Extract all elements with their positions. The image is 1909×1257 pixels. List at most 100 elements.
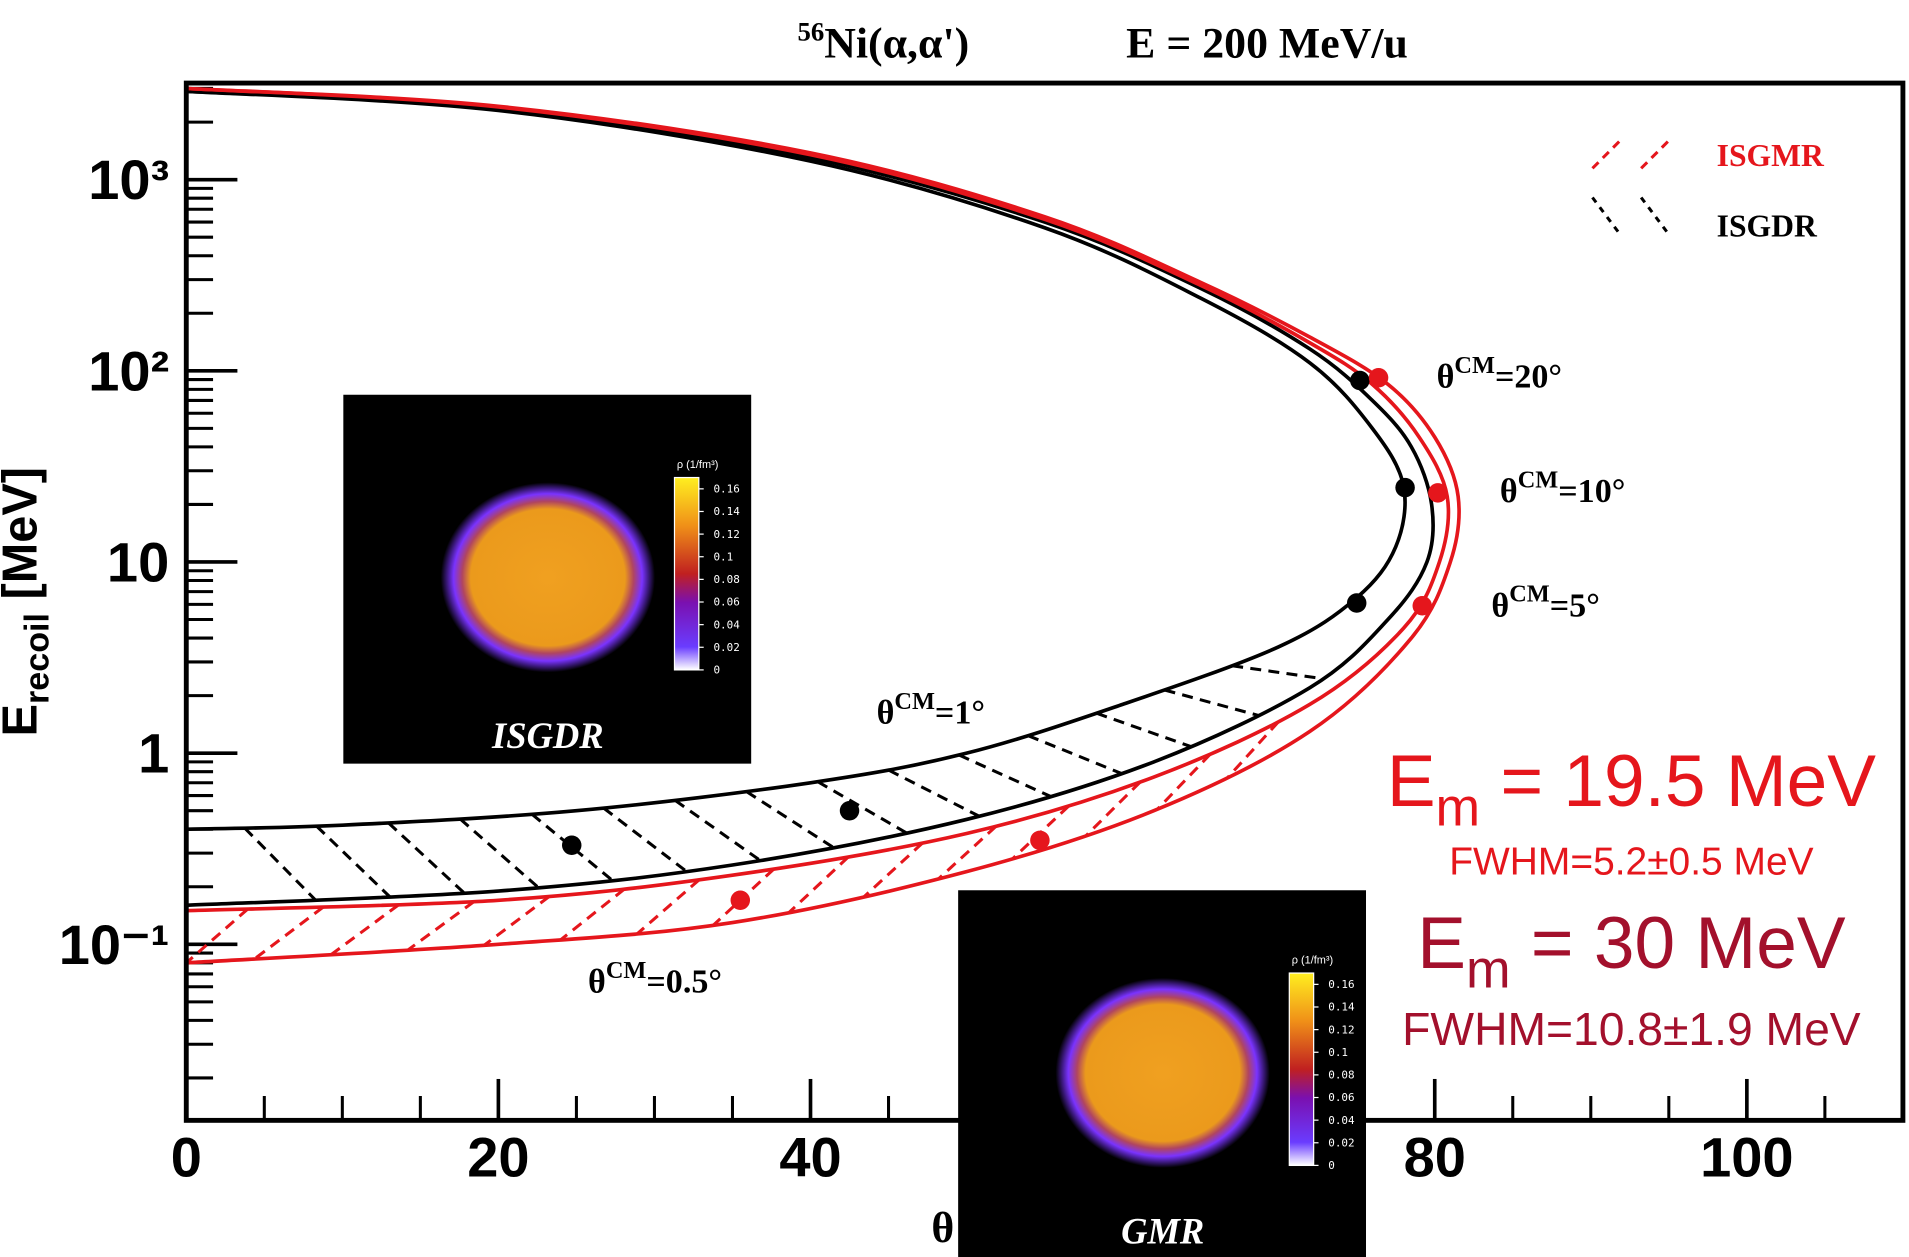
data-point — [1369, 368, 1388, 387]
y-axis-label: Erecoil [MeV] — [0, 467, 57, 736]
inset: ρ (1/fm³)00.020.040.060.080.10.120.140.1… — [958, 890, 1366, 1257]
hatch — [560, 889, 624, 940]
hatch — [818, 782, 907, 833]
y-tick-label: 10³ — [88, 148, 169, 211]
density-blob — [1056, 978, 1270, 1168]
colorbar-tick-label: 0.04 — [713, 618, 740, 631]
x-tick-label: 100 — [1700, 1125, 1793, 1188]
annotation-text: =0.5° — [646, 964, 722, 1001]
data-point — [731, 891, 750, 910]
inset-label: GMR — [1121, 1210, 1204, 1251]
colorbar-tick-label: 0.04 — [1328, 1114, 1355, 1127]
result-base: E — [1387, 741, 1436, 822]
data-point — [562, 835, 581, 854]
hatch — [889, 770, 980, 816]
chart: 56Ni(α,α') E = 200 MeV/u Erecoil [MeV] θ… — [0, 0, 1909, 1257]
annotation-symbol: θ — [1437, 358, 1455, 395]
title-superscript: 56 — [797, 16, 824, 46]
result-base: E — [1417, 903, 1466, 984]
y-label-rest: [MeV] — [0, 467, 48, 613]
y-tick-label: 1 — [138, 722, 169, 785]
colorbar-tick-label: 0.02 — [713, 641, 739, 654]
data-point — [1413, 596, 1432, 615]
title-text: Ni(α,α') — [824, 20, 969, 68]
annotation-symbol: θ — [1491, 587, 1509, 624]
annotation-sup: CM — [1509, 581, 1550, 608]
y-tick-label: 10⁻¹ — [59, 913, 170, 976]
angle-annotation: θCM=1° — [877, 688, 985, 732]
angle-annotation: θCM=5° — [1491, 581, 1599, 625]
chart-title: 56Ni(α,α') — [797, 16, 969, 67]
annotation-sup: CM — [1518, 466, 1559, 493]
angle-annotation: θCM=10° — [1500, 466, 1625, 510]
hatch — [317, 826, 390, 897]
result-energy: Em = 19.5 MeV — [1387, 741, 1876, 837]
hatch — [604, 808, 687, 872]
hatch — [1157, 754, 1210, 809]
data-point — [840, 801, 859, 820]
hatch — [460, 819, 538, 888]
annotation-text: =5° — [1550, 587, 1600, 624]
x-tick-label: 0 — [171, 1125, 202, 1188]
data-point — [1347, 593, 1366, 612]
density-blob — [441, 482, 655, 672]
x-axis-label: θ — [931, 1204, 954, 1252]
annotation-symbol: θ — [877, 694, 895, 731]
hatch — [1165, 690, 1259, 716]
inset-label: ISGDR — [491, 715, 604, 756]
y-label-base: E — [0, 704, 48, 736]
data-point — [1350, 371, 1369, 390]
result-fwhm: FWHM=10.8±1.9 MeV — [1402, 1003, 1861, 1055]
result-fwhm: FWHM=5.2±0.5 MeV — [1449, 840, 1813, 883]
colorbar-tick-label: 0.14 — [713, 505, 740, 518]
angle-annotation: θCM=20° — [1437, 352, 1562, 396]
colorbar-tick-label: 0.06 — [1328, 1091, 1354, 1104]
colorbar-tick-label: 0.06 — [713, 596, 739, 609]
y-tick-label: 10² — [88, 339, 169, 402]
hatch — [675, 800, 760, 860]
hatch — [1028, 736, 1122, 774]
data-point — [1428, 483, 1447, 502]
colorbar-tick-label: 0.14 — [1328, 1001, 1355, 1014]
inset: ρ (1/fm³)00.020.040.060.080.10.120.140.1… — [343, 395, 751, 764]
y-label-sub: recoil — [19, 613, 57, 704]
hatch — [407, 902, 473, 951]
legend-swatch — [1592, 139, 1621, 168]
hatch — [254, 907, 323, 959]
annotation-sup: CM — [1454, 352, 1495, 379]
hatch — [331, 905, 399, 955]
data-point — [1030, 831, 1049, 850]
hatch — [1227, 722, 1278, 778]
legend-swatch — [1592, 198, 1621, 237]
x-tick-label: 80 — [1404, 1125, 1466, 1188]
hatch — [186, 909, 247, 963]
annotation-symbol: θ — [1500, 473, 1518, 510]
annotation-text: =1° — [935, 694, 985, 731]
colorbar-tick-label: 0.1 — [713, 550, 733, 563]
hatch — [747, 792, 834, 848]
colorbar-tick-label: 0.08 — [1328, 1069, 1354, 1082]
result-energy: Em = 30 MeV — [1417, 903, 1846, 999]
result-text: = 30 MeV — [1511, 903, 1846, 984]
hatch — [1097, 713, 1192, 746]
annotation-text: =20° — [1495, 358, 1562, 395]
hatch — [245, 828, 316, 900]
x-tick-label: 20 — [467, 1125, 529, 1188]
colorbar-title: ρ (1/fm³) — [677, 459, 718, 471]
data-point — [1395, 478, 1414, 497]
x-tick-label: 40 — [779, 1125, 841, 1188]
hatch — [959, 755, 1051, 797]
legend-swatch — [1641, 198, 1670, 237]
annotation-symbol: θ — [588, 964, 606, 1001]
colorbar — [674, 478, 698, 670]
colorbar-tick-label: 0 — [713, 664, 720, 677]
colorbar-tick-label: 0.1 — [1328, 1046, 1348, 1059]
overlay: ISGMRISGDRθCM=20°θCM=10°θCM=5°θCM=1°θCM=… — [343, 138, 1876, 1257]
annotation-sup: CM — [606, 957, 647, 984]
legend-swatch — [1641, 139, 1670, 168]
legend-label: ISGDR — [1717, 208, 1818, 243]
colorbar-tick-label: 0.16 — [713, 483, 739, 496]
hatch — [1232, 666, 1323, 679]
y-tick-label: 10 — [107, 530, 169, 593]
colorbar — [1289, 973, 1313, 1165]
